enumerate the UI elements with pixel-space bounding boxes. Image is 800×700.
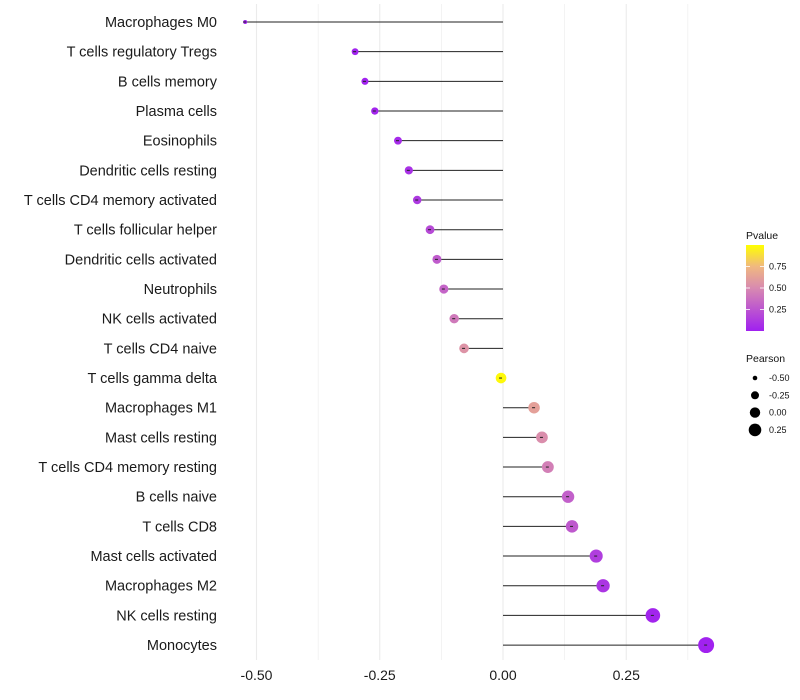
pearson-legend-label: 0.00 (769, 408, 787, 418)
category-label: NK cells resting (116, 608, 217, 624)
pvalue-colorbar (746, 245, 764, 331)
pearson-legend-label: -0.25 (769, 390, 790, 400)
category-label: T cells CD4 memory activated (24, 193, 217, 209)
category-label: Macrophages M2 (105, 579, 217, 595)
category-label: T cells follicular helper (74, 223, 217, 239)
category-label: Dendritic cells activated (65, 252, 217, 268)
pvalue-legend-label: 0.50 (769, 283, 787, 293)
category-label: T cells CD4 memory resting (38, 460, 217, 476)
x-tick-label: 0.25 (613, 667, 640, 683)
category-label: B cells naive (136, 490, 217, 506)
pearson-legend-dot (749, 407, 761, 418)
category-label: Macrophages M1 (105, 401, 217, 417)
category-label: Plasma cells (136, 104, 217, 120)
category-label: Neutrophils (144, 282, 217, 298)
category-label: T cells CD8 (142, 519, 217, 535)
category-label: Mast cells resting (105, 430, 217, 446)
y-axis-labels: Macrophages M0 T cells regulatory Tregs B … (24, 15, 218, 654)
pvalue-legend-label: 0.75 (769, 262, 787, 272)
category-label: Mast cells activated (90, 549, 217, 565)
pearson-legend-label: 0.25 (769, 425, 787, 435)
category-label: B cells memory (118, 74, 218, 90)
category-label: T cells regulatory Tregs (67, 45, 217, 61)
category-label: NK cells activated (102, 312, 217, 328)
x-tick-label: -0.25 (364, 667, 396, 683)
pearson-legend-dot (752, 375, 758, 381)
x-axis-labels: -0.50 -0.25 0.00 0.25 (241, 667, 641, 683)
category-label: Dendritic cells resting (79, 163, 217, 179)
pearson-legend-dot (748, 423, 762, 437)
category-label: T cells gamma delta (88, 371, 218, 387)
pvalue-legend: Pvalue 0.25 0.50 0.75 (746, 230, 787, 331)
category-label: Monocytes (147, 638, 217, 654)
pearson-legend-dot (751, 391, 759, 400)
pearson-legend-title: Pearson (746, 353, 785, 365)
x-tick-label: -0.50 (241, 667, 273, 683)
lollipop-marks (243, 20, 715, 654)
grid-lines (255, 4, 689, 660)
category-label: T cells CD4 naive (104, 341, 217, 357)
pearson-legend-label: -0.50 (769, 373, 790, 383)
pvalue-legend-label: 0.25 (769, 305, 787, 315)
x-tick-label: 0.00 (489, 667, 516, 683)
pvalue-legend-title: Pvalue (746, 230, 778, 242)
category-label: Macrophages M0 (105, 15, 217, 31)
pearson-legend: Pearson -0.50 -0.25 0.00 0.25 (746, 353, 790, 437)
category-label: Eosinophils (143, 134, 217, 150)
